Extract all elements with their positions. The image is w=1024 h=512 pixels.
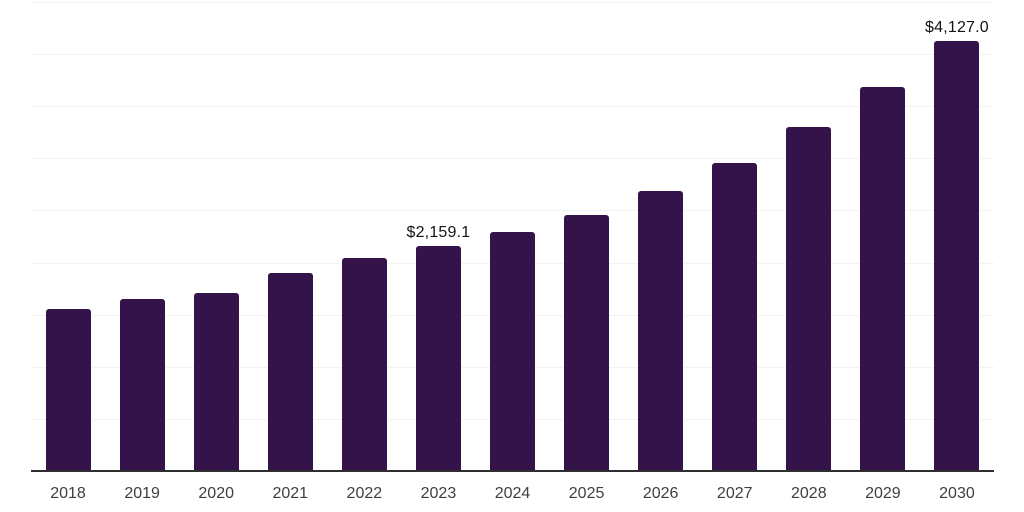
- bar-2026: [638, 191, 684, 471]
- plot-area: $2,159.1 $4,127.0 2018 2019 2020 2021 2022 2023…: [31, 0, 994, 512]
- bar-2018: [45, 309, 91, 471]
- bar-2019: [119, 298, 165, 471]
- x-axis-line: [31, 470, 994, 472]
- x-tick-label-2027: 2027: [716, 485, 753, 502]
- x-tick-label-2023: 2023: [420, 485, 457, 502]
- bar-2028: [786, 127, 832, 471]
- y-gridline: [31, 210, 994, 212]
- bar-2027: [712, 163, 758, 471]
- y-gridline: [31, 2, 994, 3]
- bar-2029: [860, 87, 906, 471]
- x-tick-label-2030: 2030: [939, 485, 975, 502]
- y-gridline: [31, 106, 994, 108]
- x-tick-label-2024: 2024: [494, 485, 531, 502]
- bar-2030: [934, 40, 980, 471]
- bar-2022: [341, 257, 387, 471]
- bar-2024: [490, 231, 535, 471]
- bar-2025: [564, 215, 610, 471]
- x-tick-label-2029: 2029: [865, 485, 901, 502]
- y-gridline: [31, 54, 994, 56]
- x-tick-label-2018: 2018: [50, 485, 86, 502]
- x-tick-label-2028: 2028: [791, 485, 827, 502]
- bar-value-label-2030: $4,127.0: [925, 18, 989, 36]
- x-tick-label-2025: 2025: [568, 485, 605, 502]
- x-tick-label-2020: 2020: [198, 485, 234, 502]
- x-tick-label-2019: 2019: [124, 485, 160, 502]
- x-tick-label-2022: 2022: [346, 485, 383, 502]
- bar-value-label-2023: $2,159.1: [406, 223, 471, 241]
- bar-2023: [415, 245, 461, 471]
- y-gridline: [31, 158, 994, 160]
- x-tick-label-2021: 2021: [272, 485, 309, 502]
- x-tick-label-2026: 2026: [642, 485, 679, 502]
- bar-2020: [193, 292, 239, 471]
- bar-2021: [267, 272, 313, 471]
